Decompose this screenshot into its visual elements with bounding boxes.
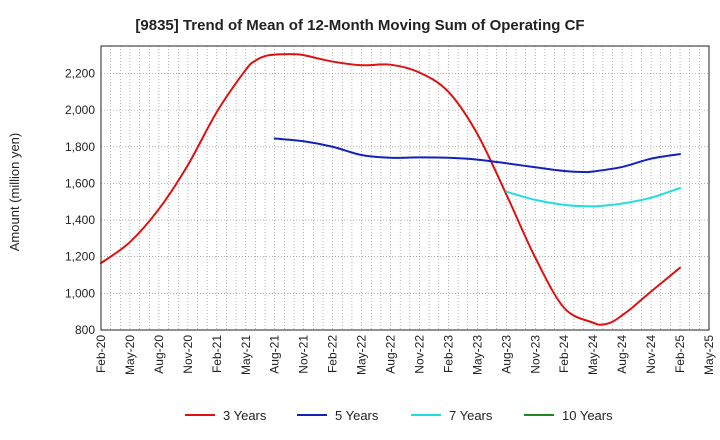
y-tick-label: 1,600 — [65, 176, 95, 190]
legend-label-5-years: 5 Years — [335, 408, 379, 423]
x-tick-label: May-21 — [239, 335, 253, 375]
legend-label-3-years: 3 Years — [223, 408, 267, 423]
x-tick-label: Feb-24 — [557, 335, 571, 373]
x-tick-label: Feb-23 — [441, 335, 455, 373]
series-line-5-years — [273, 137, 682, 174]
x-tick-label: Aug-23 — [499, 335, 513, 374]
x-tick-label: Feb-20 — [94, 335, 108, 373]
x-tick-label: Nov-24 — [644, 335, 658, 374]
x-tick-label: Feb-22 — [326, 335, 340, 373]
legend: 3 Years 5 Years 7 Years 10 Years — [185, 408, 613, 423]
x-tick-label: Aug-22 — [384, 335, 398, 374]
chart-title: [9835] Trend of Mean of 12-Month Moving … — [135, 17, 584, 34]
y-tick-label: 2,200 — [65, 66, 95, 80]
x-tick-label: Nov-23 — [528, 335, 542, 374]
y-tick-label: 1,000 — [65, 286, 95, 300]
x-tick-label: May-25 — [702, 335, 716, 375]
legend-label-10-years: 10 Years — [562, 408, 613, 423]
series-line-3-years — [100, 53, 682, 326]
y-tick-label: 1,400 — [65, 213, 95, 227]
x-tick-label: Feb-21 — [210, 335, 224, 373]
y-ticks: 800 1,000 1,200 1,400 1,600 1,800 2,000 2,200 — [65, 66, 95, 337]
x-tick-label: Nov-21 — [297, 335, 311, 374]
x-tick-label: May-23 — [470, 335, 484, 375]
x-tick-label: Aug-20 — [152, 335, 166, 374]
series-line-7-years — [505, 187, 682, 208]
x-ticks: Feb-20 May-20 Aug-20 Nov-20 Feb-21 May-21 Aug-… — [94, 335, 716, 375]
y-axis-label: Amount (million yen) — [7, 133, 22, 252]
x-tick-label: Nov-22 — [412, 335, 426, 374]
plot-frame — [100, 45, 710, 331]
x-tick-label: May-22 — [355, 335, 369, 375]
x-tick-label: May-20 — [123, 335, 137, 375]
y-tick-label: 2,000 — [65, 103, 95, 117]
y-tick-label: 1,800 — [65, 140, 95, 154]
y-tick-label: 800 — [75, 323, 95, 337]
x-tick-label: Aug-21 — [268, 335, 282, 374]
series-group — [100, 53, 682, 326]
y-tick-label: 1,200 — [65, 250, 95, 264]
x-tick-label: Feb-25 — [673, 335, 687, 373]
legend-label-7-years: 7 Years — [449, 408, 493, 423]
x-tick-label: Aug-24 — [615, 335, 629, 374]
x-tick-label: May-24 — [586, 335, 600, 375]
x-tick-label: Nov-20 — [181, 335, 195, 374]
